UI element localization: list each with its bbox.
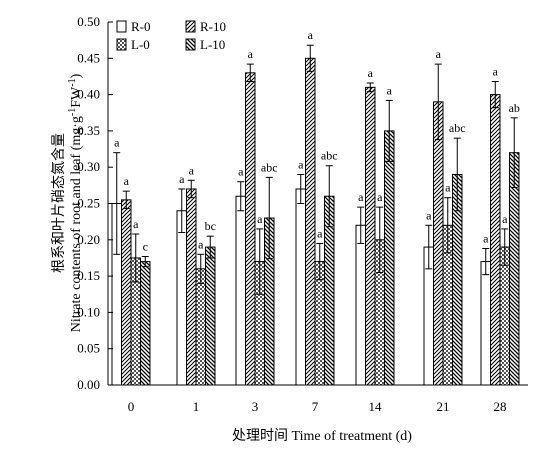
y-tick-label: 0.25 — [77, 196, 100, 211]
x-tick-label: 1 — [193, 399, 200, 414]
y-axis-title-en-sup2: -1 — [67, 78, 78, 86]
bar-r-10-3 — [245, 72, 256, 386]
x-tick-label: 28 — [494, 399, 507, 414]
bar-r-0-3 — [235, 195, 246, 386]
bar-r-0-14 — [355, 224, 366, 386]
x-axis-title: 处理时间 Time of treatment (d) — [232, 428, 412, 444]
y-tick-label: 0.00 — [77, 377, 100, 392]
significance-label: a — [445, 181, 451, 195]
legend-label-r-0: R-0 — [131, 19, 151, 34]
x-tick-label: 3 — [252, 399, 259, 414]
significance-label: a — [189, 163, 195, 177]
significance-label: a — [426, 208, 432, 222]
y-tick-label: 0.40 — [77, 87, 100, 102]
significance-label: a — [502, 212, 508, 226]
significance-label: a — [358, 190, 364, 204]
legend-label-r-10: R-10 — [200, 19, 226, 34]
y-axis-title-en: Nitrate contents of root and leaf (mg·g-… — [67, 73, 84, 332]
x-ticks: 0 1 3 7 14 21 28 — [128, 399, 507, 414]
y-axis-title-en-post: ) — [69, 73, 84, 78]
y-tick-label: 0.05 — [77, 341, 100, 356]
significance-label: a — [377, 190, 383, 204]
bar-r-10-14 — [365, 86, 376, 386]
y-axis-title: 根系和叶片硝态氮含量 — [51, 133, 67, 273]
significance-label: a — [198, 237, 204, 251]
bar-l-0-1 — [195, 268, 206, 386]
bar-r-10-28 — [490, 94, 501, 386]
y-tick-label: 0.20 — [77, 232, 100, 247]
significance-label: a — [317, 226, 323, 240]
bar-r-10-21 — [433, 101, 444, 386]
significance-label: a — [493, 65, 499, 79]
bar-r-10-0 — [121, 199, 132, 386]
bar-l-10-0 — [140, 261, 151, 386]
significance-label: c — [143, 239, 148, 253]
y-tick-label: 0.30 — [77, 159, 100, 174]
legend: R-0 R-10 L-0 L-10 — [116, 19, 226, 52]
significance-label: a — [238, 165, 244, 179]
y-axis-title-cn: 根系和叶片硝态氮含量 — [51, 133, 67, 273]
significance-label: a — [483, 232, 489, 246]
y-tick-label: 0.15 — [77, 268, 100, 283]
y-axis-title-en-mid: FW — [69, 86, 84, 108]
significance-label: a — [248, 47, 254, 61]
y-axis-title-en-pre: Nitrate contents of root and leaf (mg·g — [69, 116, 84, 332]
x-tick-label: 21 — [437, 399, 450, 414]
significance-label: a — [387, 83, 393, 97]
y-tick-label: 0.50 — [77, 14, 100, 29]
bar-r-10-1 — [186, 188, 197, 386]
significance-label: a — [114, 136, 120, 150]
bar-r-0-7 — [295, 188, 306, 386]
legend-label-l-0: L-0 — [131, 37, 150, 52]
bar-l-10-14 — [384, 130, 395, 386]
significance-label: abc — [321, 149, 338, 163]
y-ticks: 0.00 0.05 0.10 0.15 0.20 0.25 0.30 0.35 0.40 0.45… — [77, 14, 113, 392]
y-tick-label: 0.45 — [77, 50, 100, 65]
significance-label: a — [368, 66, 374, 80]
significance-label: a — [124, 174, 130, 188]
significance-label: a — [436, 47, 442, 61]
legend-swatch-l-0 — [116, 38, 127, 51]
significance-label: bc — [205, 219, 216, 233]
legend-swatch-r-10 — [185, 20, 196, 33]
legend-label-l-10: L-10 — [200, 37, 225, 52]
bar-r-10-7 — [305, 57, 316, 386]
bar-l-0-28 — [499, 246, 510, 386]
y-axis-title-en-sup1: -1 — [67, 108, 78, 116]
legend-swatch-l-10 — [185, 38, 196, 51]
significance-label: a — [133, 217, 139, 231]
x-tick-label: 7 — [312, 399, 319, 414]
bar-r-0-1 — [176, 210, 187, 386]
significance-label: a — [257, 212, 263, 226]
y-tick-label: 0.35 — [77, 123, 100, 138]
significance-label: abc — [449, 121, 466, 135]
significance-label: a — [298, 157, 304, 171]
bars-layer — [111, 57, 520, 386]
significance-label: a — [179, 172, 185, 186]
x-tick-label: 0 — [128, 399, 135, 414]
significance-label: abc — [261, 160, 278, 174]
significance-label: ab — [509, 101, 520, 115]
legend-swatch-r-0 — [116, 20, 127, 33]
error-bars-layer — [113, 44, 518, 295]
bar-l-10-1 — [205, 246, 216, 386]
bar-r-0-28 — [480, 261, 491, 386]
x-tick-label: 14 — [369, 399, 383, 414]
y-tick-label: 0.10 — [77, 304, 100, 319]
significance-label: a — [308, 28, 314, 42]
